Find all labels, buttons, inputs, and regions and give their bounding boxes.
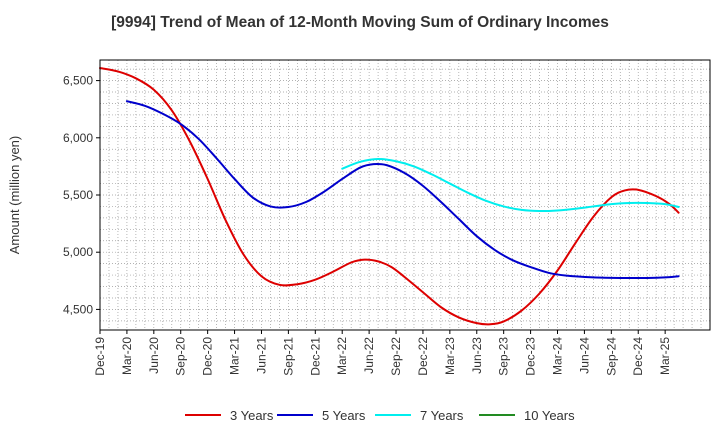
- chart-title: [9994] Trend of Mean of 12-Month Moving …: [111, 14, 609, 31]
- series-lines: [99, 67, 680, 326]
- legend-label: 7 Years: [420, 407, 464, 423]
- y-tick-label: 6,500: [63, 74, 93, 88]
- y-tick-label: 5,500: [63, 188, 93, 202]
- x-tick-label: Dec-20: [201, 337, 215, 376]
- legend-label: 3 Years: [230, 407, 274, 423]
- series-line-3-years: [99, 67, 680, 326]
- x-tick-label: Mar-23: [443, 337, 457, 375]
- legend-swatch: [185, 414, 221, 416]
- x-tick-label: Sep-21: [281, 337, 295, 376]
- x-tick-label: Jun-24: [577, 337, 591, 374]
- legend-swatch: [277, 414, 313, 416]
- legend-label: 5 Years: [322, 407, 366, 423]
- legend: 3 Years 5 Years 7 Years 10 Years: [0, 405, 720, 425]
- y-tick-label: 5,000: [63, 245, 93, 259]
- legend-label: 10 Years: [524, 407, 575, 423]
- x-tick-label: Jun-22: [362, 337, 376, 374]
- legend-swatch: [375, 414, 411, 416]
- x-tick-label: Sep-23: [497, 337, 511, 376]
- x-tick-label: Dec-21: [308, 337, 322, 376]
- x-tick-label: Mar-21: [228, 337, 242, 375]
- x-tick-label: Dec-22: [416, 337, 430, 376]
- legend-item-3-years: 3 Years: [185, 405, 273, 425]
- series-line-5-years: [125, 100, 680, 280]
- x-tick-label: Dec-23: [524, 337, 538, 376]
- x-tick-label: Dec-24: [631, 337, 645, 376]
- legend-item-5-years: 5 Years: [277, 405, 365, 425]
- y-tick-label: 4,500: [63, 302, 93, 316]
- y-axis-title: Amount (million yen): [7, 136, 22, 255]
- x-tick-label: Jun-20: [147, 337, 161, 374]
- x-tick-label: Sep-20: [174, 337, 188, 376]
- x-tick-label: Mar-22: [335, 337, 349, 375]
- legend-item-10-years: 10 Years: [479, 405, 575, 425]
- x-tick-label: Jun-23: [470, 337, 484, 374]
- y-axis-ticks: 4,500 5,000 5,500 6,000 6,500: [63, 74, 100, 316]
- y-tick-label: 6,000: [63, 131, 93, 145]
- x-tick-label: Mar-24: [551, 337, 565, 375]
- x-tick-label: Mar-20: [120, 337, 134, 375]
- x-tick-label: Mar-25: [658, 337, 672, 375]
- legend-item-7-years: 7 Years: [375, 405, 463, 425]
- x-tick-label: Sep-24: [604, 337, 618, 376]
- x-tick-label: Jun-21: [254, 337, 268, 374]
- legend-swatch: [479, 414, 515, 416]
- x-tick-label: Sep-22: [389, 337, 403, 376]
- x-tick-label: Dec-19: [93, 337, 107, 376]
- x-axis-ticks: Dec-19 Mar-20 Jun-20 Sep-20 Dec-20 Mar-21 Jun-…: [93, 330, 672, 376]
- grid-lines: [100, 60, 710, 330]
- series-line-7-years: [341, 157, 680, 213]
